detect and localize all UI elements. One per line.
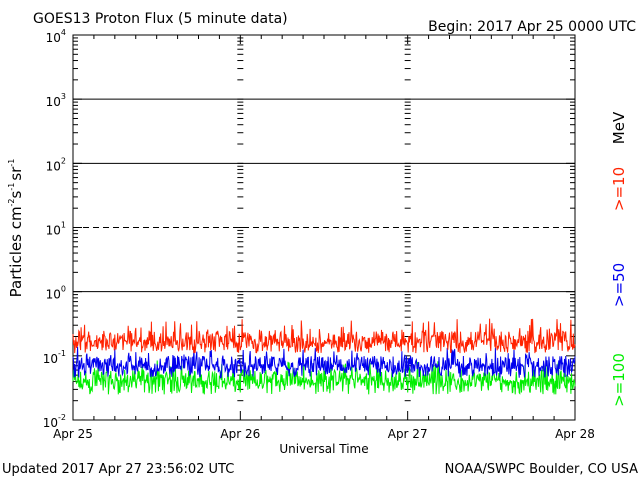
y-tick-label: 10-2 xyxy=(43,413,66,430)
updated-time: Updated 2017 Apr 27 23:56:02 UTC xyxy=(2,462,234,477)
begin-time: Begin: 2017 Apr 25 0000 UTC xyxy=(428,19,636,35)
data-source: NOAA/SWPC Boulder, CO USA xyxy=(445,462,638,477)
y-tick-labels: 10-2 10-1 100 101 102 103 104 xyxy=(43,28,66,430)
y-tick-label: 104 xyxy=(46,28,66,45)
y-tick-label: 101 xyxy=(46,221,66,238)
series-line-10mev xyxy=(72,318,576,354)
y-tick-label: 10-1 xyxy=(43,349,66,366)
legend-unit: MeV xyxy=(610,111,628,144)
x-axis-label: Universal Time xyxy=(279,442,368,456)
x-tick-label: Apr 28 xyxy=(555,427,595,441)
series-line-50mev xyxy=(72,346,576,379)
x-tick-label: Apr 25 xyxy=(53,427,93,441)
chart-title: GOES13 Proton Flux (5 minute data) xyxy=(33,11,288,27)
x-tick-label: Apr 26 xyxy=(220,427,260,441)
legend-100mev: >=100 xyxy=(610,353,628,407)
y-tick-label: 103 xyxy=(46,92,66,109)
y-axis-label: Particles cm-2s-1sr-1 xyxy=(7,159,25,298)
x-tick-labels: Apr 25 Apr 26 Apr 27 Apr 28 xyxy=(53,427,595,441)
y-tick-label: 102 xyxy=(46,156,66,173)
y-tick-label: 100 xyxy=(46,285,66,302)
legend-10mev: >=10 xyxy=(610,167,628,211)
legend-50mev: >=50 xyxy=(610,263,628,307)
data-series xyxy=(72,318,576,395)
grid xyxy=(72,35,576,421)
x-tick-label: Apr 27 xyxy=(388,427,428,441)
